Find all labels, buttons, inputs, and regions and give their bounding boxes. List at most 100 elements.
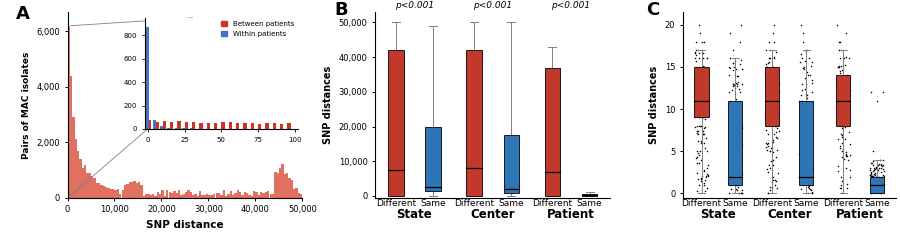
Point — [769, 155, 783, 159]
X-axis label: Center: Center — [471, 208, 515, 221]
Point — [873, 189, 887, 193]
Point — [699, 172, 714, 175]
Point — [770, 118, 784, 122]
Point — [870, 164, 885, 167]
Point — [730, 74, 744, 78]
Point — [839, 31, 853, 35]
Point — [761, 88, 776, 92]
Point — [767, 75, 781, 79]
Point — [841, 116, 855, 120]
Point — [770, 126, 784, 130]
Point — [759, 62, 773, 66]
Point — [690, 132, 705, 136]
Point — [759, 145, 773, 149]
Bar — [695, 67, 708, 118]
Point — [831, 65, 845, 69]
Point — [725, 158, 740, 161]
Point — [766, 65, 780, 69]
Point — [725, 174, 740, 178]
Bar — [248, 195, 251, 198]
Point — [728, 67, 742, 71]
Point — [696, 86, 710, 89]
Point — [842, 175, 857, 179]
Bar — [544, 67, 560, 196]
Point — [770, 107, 785, 111]
Point — [870, 163, 885, 167]
Bar — [157, 192, 159, 198]
Point — [803, 173, 817, 176]
Point — [836, 86, 850, 90]
Point — [723, 109, 737, 113]
Text: B: B — [335, 1, 348, 19]
Point — [769, 115, 783, 119]
Point — [800, 100, 814, 104]
Point — [771, 90, 786, 94]
Point — [733, 132, 747, 136]
Point — [693, 141, 707, 145]
Point — [724, 88, 739, 92]
Point — [765, 140, 779, 144]
Point — [794, 102, 808, 106]
Point — [800, 139, 814, 143]
Point — [863, 171, 878, 175]
Point — [722, 90, 736, 94]
Point — [869, 191, 884, 195]
Point — [697, 133, 711, 136]
Point — [794, 163, 808, 167]
Point — [797, 149, 812, 153]
Point — [732, 191, 746, 195]
Point — [722, 116, 736, 120]
Y-axis label: SNP distances: SNP distances — [323, 66, 333, 144]
Bar — [197, 196, 199, 198]
Bar — [272, 194, 274, 198]
Point — [695, 116, 709, 120]
Point — [834, 183, 849, 187]
Point — [796, 56, 810, 60]
Point — [769, 135, 783, 139]
Point — [801, 171, 815, 175]
Point — [697, 169, 711, 173]
Point — [696, 107, 710, 111]
Point — [796, 31, 811, 35]
Point — [763, 149, 778, 153]
Point — [760, 167, 774, 171]
Point — [802, 138, 816, 142]
Point — [690, 149, 705, 153]
Point — [836, 147, 850, 151]
Point — [834, 81, 849, 85]
Point — [730, 188, 744, 192]
Point — [688, 73, 702, 77]
Point — [865, 186, 879, 190]
Point — [697, 90, 711, 94]
Point — [723, 136, 737, 140]
Bar — [232, 195, 234, 198]
Point — [798, 125, 813, 129]
Point — [832, 71, 847, 75]
Point — [730, 166, 744, 170]
Point — [874, 188, 888, 192]
Point — [694, 90, 708, 94]
Point — [765, 90, 779, 94]
Point — [768, 82, 782, 86]
Bar — [286, 174, 288, 198]
Point — [726, 65, 741, 69]
Point — [698, 105, 713, 109]
Point — [693, 31, 707, 35]
Point — [690, 103, 705, 107]
Point — [866, 163, 880, 167]
Point — [806, 191, 820, 195]
Point — [793, 163, 807, 167]
Point — [842, 142, 857, 146]
Point — [770, 105, 785, 109]
Point — [701, 113, 716, 117]
Point — [769, 179, 783, 183]
Point — [864, 179, 878, 182]
Point — [691, 151, 706, 155]
Point — [804, 127, 818, 131]
Point — [802, 149, 816, 153]
Bar — [237, 190, 239, 198]
Point — [842, 153, 857, 157]
Point — [696, 64, 710, 67]
Point — [725, 82, 740, 86]
Point — [867, 172, 881, 176]
